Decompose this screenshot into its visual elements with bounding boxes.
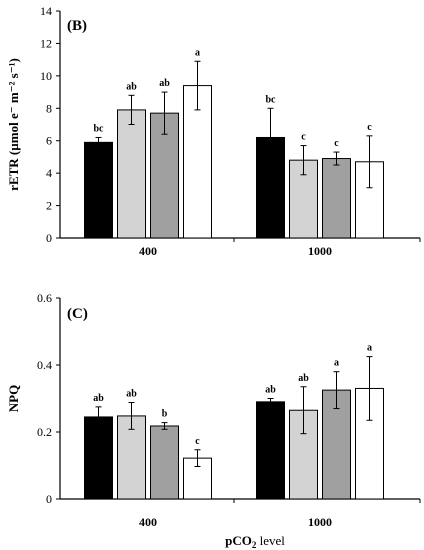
significance-letter: a bbox=[367, 343, 372, 354]
significance-letter: c bbox=[334, 138, 339, 149]
y-tick-label: 2 bbox=[46, 199, 52, 213]
significance-letter: ab bbox=[298, 373, 309, 384]
significance-letter: bc bbox=[266, 94, 277, 105]
x-category-label: 400 bbox=[139, 244, 157, 258]
x-axis-label-prefix: pCO bbox=[225, 533, 252, 548]
y-tick-label: 14 bbox=[40, 4, 52, 18]
significance-letter: ab bbox=[126, 81, 137, 92]
y-tick-label: 10 bbox=[40, 69, 52, 83]
panel-b: 0 2 4 6 8 10 12 14 bc ab ab a 400 bc c c c 1000 (B) rETR (µ… bbox=[6, 4, 421, 258]
panel-label: (C) bbox=[67, 306, 88, 322]
y-axis-label: rETR (µmol e⁻ m⁻² s⁻¹) bbox=[6, 58, 21, 191]
bar bbox=[322, 158, 351, 239]
significance-letter: a bbox=[195, 47, 200, 58]
bar bbox=[150, 425, 179, 500]
bar bbox=[84, 141, 113, 239]
y-tick-label: 12 bbox=[40, 36, 52, 50]
significance-letter: ab bbox=[93, 393, 104, 404]
bar bbox=[117, 109, 146, 239]
bar bbox=[183, 85, 212, 239]
significance-letter: bc bbox=[94, 123, 105, 134]
bar bbox=[84, 416, 113, 500]
y-axis-label: NPQ bbox=[6, 385, 21, 412]
significance-letter: ab bbox=[159, 78, 170, 89]
panel-c: 0 0.2 0.4 0.6 ab ab b c 400 ab ab a a 1000 (C) NPQ bbox=[6, 291, 421, 529]
y-tick-label: 4 bbox=[46, 166, 52, 180]
y-tick-label: 0.4 bbox=[37, 358, 52, 372]
y-tick-label: 8 bbox=[46, 101, 52, 115]
y-tick-label: 0 bbox=[46, 231, 52, 245]
x-category-label: 400 bbox=[139, 515, 157, 529]
x-category-label: 1000 bbox=[308, 515, 332, 529]
x-axis-label-suffix: level bbox=[256, 533, 285, 548]
significance-letter: ab bbox=[126, 389, 137, 400]
significance-letter: a bbox=[334, 358, 339, 369]
x-axis-label-subscript: 2 bbox=[252, 540, 257, 550]
y-tick-label: 0 bbox=[46, 492, 52, 506]
bar bbox=[256, 401, 285, 500]
y-tick-label: 6 bbox=[46, 134, 52, 148]
y-tick-label: 0.2 bbox=[37, 425, 52, 439]
significance-letter: c bbox=[301, 132, 306, 143]
significance-letter: b bbox=[162, 409, 168, 420]
significance-letter: ab bbox=[265, 385, 276, 396]
x-category-label: 1000 bbox=[308, 244, 332, 258]
significance-letter: c bbox=[367, 122, 372, 133]
y-tick-label: 0.6 bbox=[37, 291, 52, 305]
panel-label: (B) bbox=[67, 18, 87, 34]
x-axis-label: pCO2 level bbox=[225, 533, 285, 550]
significance-letter: c bbox=[195, 436, 200, 447]
